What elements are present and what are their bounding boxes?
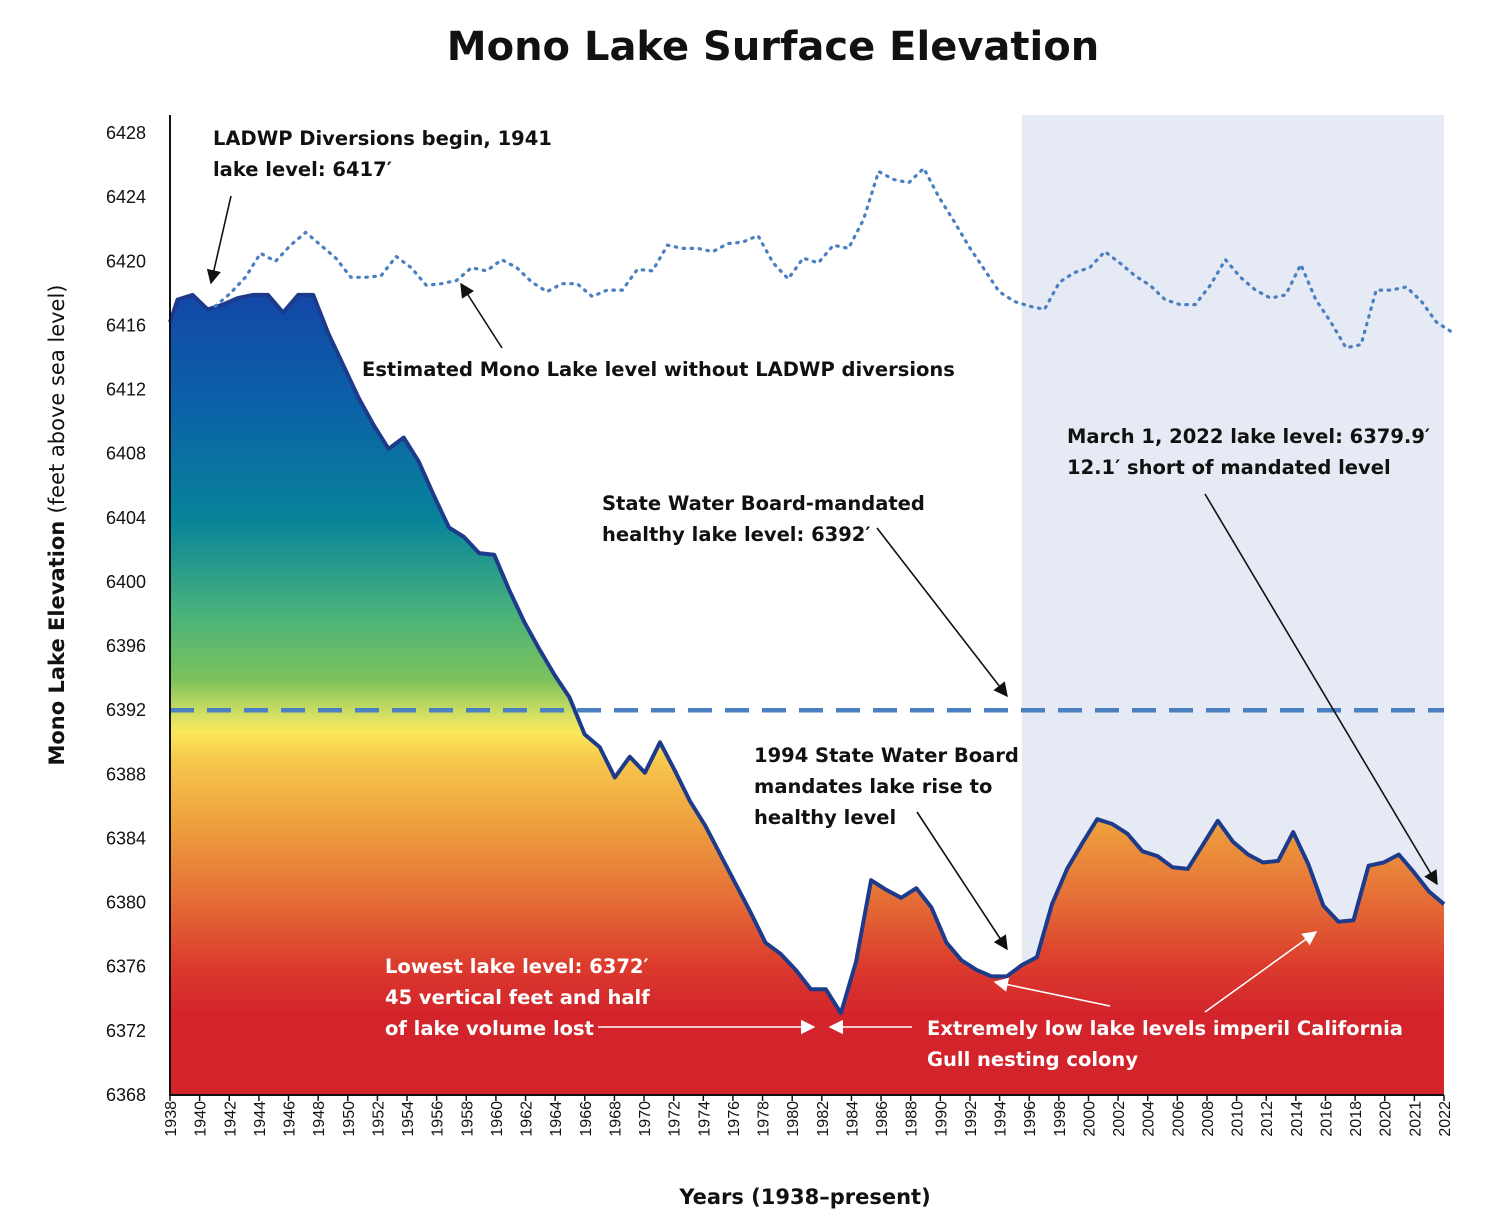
x-tick-label: 1938 <box>163 1101 180 1137</box>
x-tick-label: 2008 <box>1200 1101 1217 1137</box>
x-tick-label: 1950 <box>341 1101 358 1137</box>
y-tick-label: 6368 <box>106 1085 146 1105</box>
y-tick-label: 6428 <box>106 123 146 143</box>
arrow-diversions <box>206 195 232 285</box>
y-tick-label: 6416 <box>106 315 146 335</box>
annotation-current-line2: 12.1′ short of mandated level <box>1067 456 1391 479</box>
annotation-gull-line2: Gull nesting colony <box>927 1048 1138 1071</box>
y-tick-label: 6420 <box>106 251 146 271</box>
x-tick-label: 2012 <box>1259 1101 1276 1137</box>
annotation-lowest-line2: 45 vertical feet and half <box>385 986 650 1009</box>
annotation-decision-line2: mandates lake rise to <box>754 775 992 798</box>
x-tick-label: 1944 <box>252 1101 269 1137</box>
annotation-estimated: Estimated Mono Lake level without LADWP … <box>362 358 955 381</box>
arrow-mandated <box>876 527 1008 698</box>
x-tick-label: 1960 <box>489 1101 506 1137</box>
x-tick-label: 2021 <box>1407 1101 1424 1137</box>
x-tick-label: 1964 <box>548 1101 565 1137</box>
y-axis-title: Mono Lake Elevation (feet above sea leve… <box>45 284 69 765</box>
x-tick-label: 1948 <box>311 1101 328 1137</box>
x-tick-label: 1996 <box>1022 1101 1039 1137</box>
estimated-level-line <box>213 165 1454 350</box>
annotation-lowest-line3: of lake volume lost <box>385 1017 594 1040</box>
y-tick-label: 6380 <box>106 893 146 913</box>
x-tick-label: 1954 <box>400 1101 417 1137</box>
x-tick-label: 2016 <box>1319 1101 1336 1137</box>
x-tick-label: 1952 <box>370 1101 387 1137</box>
annotation-diversions-line1: LADWP Diversions begin, 1941 <box>213 127 552 150</box>
x-tick-label: 1980 <box>785 1101 802 1137</box>
arrow-gull-2016 <box>1204 931 1318 1013</box>
x-tick-label: 2004 <box>1141 1101 1158 1137</box>
x-tick-label: 1990 <box>933 1101 950 1137</box>
x-tick-label: 2014 <box>1289 1101 1306 1137</box>
annotation-mandated-line1: State Water Board-mandated <box>602 492 925 515</box>
x-tick-label: 2002 <box>1111 1101 1128 1137</box>
x-tick-label: 1984 <box>844 1101 861 1137</box>
x-tick-label: 1986 <box>874 1101 891 1137</box>
y-tick-label: 6384 <box>106 829 146 849</box>
annotation-lowest-line1: Lowest lake level: 6372′ <box>385 955 649 978</box>
x-tick-label: 1992 <box>963 1101 980 1137</box>
x-tick-label: 1966 <box>578 1101 595 1137</box>
x-tick-label: 1940 <box>193 1101 210 1137</box>
y-tick-label: 6424 <box>106 187 146 207</box>
x-tick-label: 1972 <box>667 1101 684 1137</box>
x-tick-label: 1970 <box>637 1101 654 1137</box>
x-tick-label: 2006 <box>1170 1101 1187 1137</box>
x-tick-label: 1946 <box>282 1101 299 1137</box>
x-tick-label: 2020 <box>1378 1101 1395 1137</box>
annotation-mandated-line2: healthy lake level: 6392′ <box>602 523 871 546</box>
annotation-gull-line1: Extremely low lake levels imperil Califo… <box>927 1017 1403 1040</box>
x-tick-label: 2010 <box>1230 1101 1247 1137</box>
lake-level-line <box>168 292 1446 1016</box>
x-tick-label: 1942 <box>222 1101 239 1137</box>
chart-title: Mono Lake Surface Elevation <box>447 24 1099 70</box>
annotation-current-line1: March 1, 2022 lake level: 6379.9′ <box>1067 425 1430 448</box>
y-tick-label: 6412 <box>106 380 146 400</box>
x-tick-label: 1974 <box>696 1101 713 1137</box>
arrow-gull-1992 <box>993 977 1111 1007</box>
y-axis-title-units: (feet above sea level) <box>45 284 69 513</box>
annotation-diversions-line2: lake level: 6417′ <box>213 158 392 181</box>
x-tick-label: 1958 <box>459 1101 476 1137</box>
y-tick-label: 6372 <box>106 1021 146 1041</box>
x-axis-title: Years (1938–present) <box>678 1185 930 1209</box>
x-tick-label: 1962 <box>519 1101 536 1137</box>
y-tick-label: 6376 <box>106 957 146 977</box>
lake-level-area <box>170 294 1444 1095</box>
x-tick-label: 1998 <box>1052 1101 1069 1137</box>
arrow-current <box>1204 493 1438 886</box>
x-tick-label: 1982 <box>815 1101 832 1137</box>
annotation-decision-line3: healthy level <box>754 806 896 829</box>
y-tick-label: 6408 <box>106 444 146 464</box>
annotation-decision-line1: 1994 State Water Board <box>754 744 1019 767</box>
y-tick-label: 6404 <box>106 508 146 528</box>
y-tick-label: 6388 <box>106 764 146 784</box>
x-tick-label: 1978 <box>756 1101 773 1137</box>
y-tick-label: 6392 <box>106 700 146 720</box>
y-tick-label: 6396 <box>106 636 146 656</box>
x-tick-label: 1976 <box>726 1101 743 1137</box>
x-tick-label: 2022 <box>1437 1101 1454 1137</box>
x-tick-label: 1994 <box>993 1101 1010 1137</box>
arrow-estimated <box>460 282 503 349</box>
x-tick-label: 2000 <box>1082 1101 1099 1137</box>
y-axis-title-main: Mono Lake Elevation <box>45 521 69 766</box>
arrow-decision <box>916 811 1008 951</box>
x-tick-label: 1968 <box>607 1101 624 1137</box>
x-tick-label: 2018 <box>1348 1101 1365 1137</box>
x-tick-label: 1988 <box>904 1101 921 1137</box>
y-tick-label: 6400 <box>106 572 146 592</box>
x-tick-label: 1956 <box>430 1101 447 1137</box>
